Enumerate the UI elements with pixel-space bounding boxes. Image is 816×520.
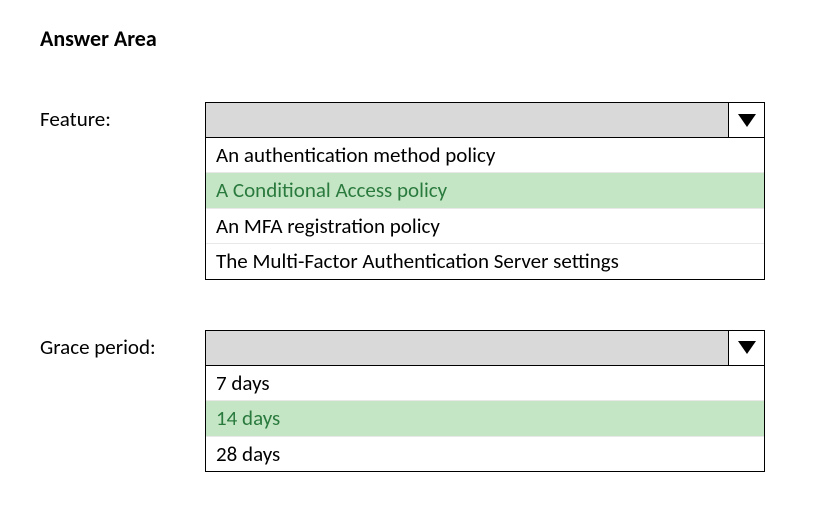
feature-option[interactable]: The Multi-Factor Authentication Server s… [206,244,764,278]
grace-period-control: 7 days 14 days 28 days [205,330,765,472]
grace-period-dropdown[interactable] [205,330,765,366]
field-grace-period: Grace period: 7 days 14 days 28 days [40,330,776,472]
page-title: Answer Area [40,25,776,52]
feature-option[interactable]: A Conditional Access policy [206,173,764,208]
feature-dropdown[interactable] [205,102,765,138]
dropdown-arrow-box [728,103,764,137]
feature-label: Feature: [40,102,205,132]
chevron-down-icon [738,341,756,354]
chevron-down-icon [738,114,756,127]
feature-option[interactable]: An authentication method policy [206,138,764,173]
grace-period-option[interactable]: 14 days [206,401,764,436]
dropdown-arrow-box [728,331,764,365]
feature-options-list: An authentication method policy A Condit… [205,138,765,280]
field-feature: Feature: An authentication method policy… [40,102,776,280]
feature-option[interactable]: An MFA registration policy [206,209,764,244]
grace-period-option[interactable]: 7 days [206,366,764,401]
grace-period-options-list: 7 days 14 days 28 days [205,366,765,472]
grace-period-option[interactable]: 28 days [206,437,764,471]
grace-period-label: Grace period: [40,330,205,360]
feature-control: An authentication method policy A Condit… [205,102,765,280]
